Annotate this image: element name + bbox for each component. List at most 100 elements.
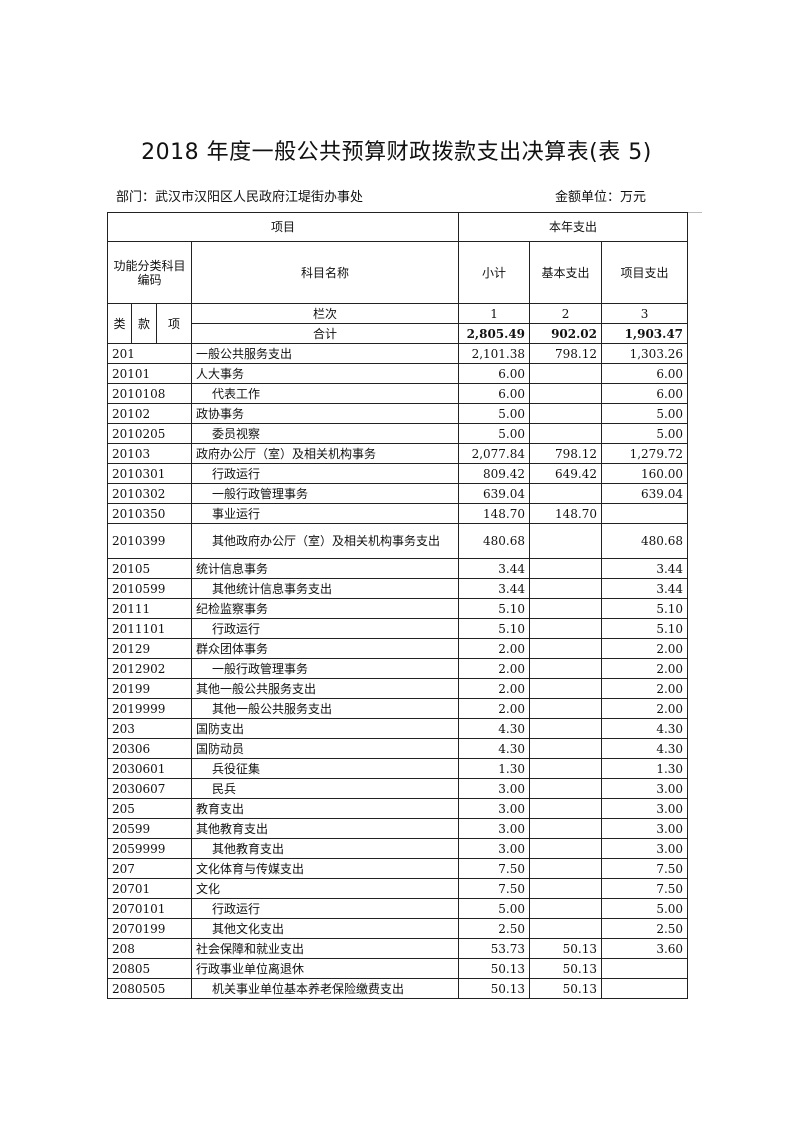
header-subject-name: 科目名称 [190, 241, 460, 304]
row-basic [529, 403, 603, 424]
row-project: 5.10 [601, 618, 689, 639]
row-basic [529, 578, 603, 599]
table-row: 20103 政府办公厅（室）及相关机构事务 2,077.84 798.12 1,279.… [107, 443, 689, 464]
row-project: 3.44 [601, 578, 689, 599]
row-code: 2012902 [107, 658, 192, 679]
row-basic [529, 618, 603, 639]
row-project: 639.04 [601, 483, 689, 504]
row-project: 6.00 [601, 363, 689, 384]
row-subtotal: 1.30 [458, 758, 531, 779]
row-subtotal: 50.13 [458, 958, 531, 979]
row-name: 一般公共服务支出 [190, 343, 460, 364]
expense-table: 项目 本年支出 功能分类科目编码 科目名称 小计 基本支出 项目支出 类 款 项… [106, 212, 689, 999]
row-basic [529, 778, 603, 799]
row-code: 207 [107, 858, 192, 879]
row-project: 3.00 [601, 838, 689, 859]
row-basic [529, 598, 603, 619]
row-code: 20105 [107, 558, 192, 579]
row-basic [529, 718, 603, 739]
row-basic: 798.12 [529, 343, 603, 364]
row-code: 2010108 [107, 383, 192, 404]
table-row: 2019999 其他一般公共服务支出 2.00 2.00 [107, 698, 689, 719]
row-basic: 798.12 [529, 443, 603, 464]
row-project: 2.00 [601, 698, 689, 719]
row-code: 2059999 [107, 838, 192, 859]
row-code: 203 [107, 718, 192, 739]
row-basic [529, 838, 603, 859]
row-basic: 649.42 [529, 463, 603, 484]
row-name: 民兵 [190, 778, 460, 799]
row-code: 205 [107, 798, 192, 819]
table-row: 2030607 民兵 3.00 3.00 [107, 778, 689, 799]
row-basic [529, 898, 603, 919]
row-subtotal: 2,101.38 [458, 343, 531, 364]
row-name: 统计信息事务 [190, 558, 460, 579]
row-name: 行政运行 [190, 618, 460, 639]
table-row: 20599 其他教育支出 3.00 3.00 [107, 818, 689, 839]
row-code: 2030601 [107, 758, 192, 779]
row-basic: 148.70 [529, 503, 603, 524]
row-name: 其他政府办公厅（室）及相关机构事务支出 [190, 523, 460, 559]
row-code: 2080505 [107, 978, 192, 999]
row-name: 政府办公厅（室）及相关机构事务 [190, 443, 460, 464]
row-basic [529, 738, 603, 759]
row-code: 2010302 [107, 483, 192, 504]
row-project: 3.44 [601, 558, 689, 579]
row-name: 教育支出 [190, 798, 460, 819]
row-name: 政协事务 [190, 403, 460, 424]
row-code: 2019999 [107, 698, 192, 719]
column-index-2: 2 [529, 303, 603, 324]
row-subtotal: 3.00 [458, 818, 531, 839]
row-basic: 50.13 [529, 938, 603, 959]
row-basic [529, 758, 603, 779]
row-project: 1,303.26 [601, 343, 689, 364]
row-subtotal: 5.00 [458, 898, 531, 919]
row-code: 20101 [107, 363, 192, 384]
row-basic [529, 523, 603, 559]
table-row: 2010599 其他统计信息事务支出 3.44 3.44 [107, 578, 689, 599]
row-project [601, 978, 689, 999]
row-subtotal: 3.44 [458, 558, 531, 579]
row-basic [529, 698, 603, 719]
row-code: 20103 [107, 443, 192, 464]
table-row: 20199 其他一般公共服务支出 2.00 2.00 [107, 678, 689, 699]
header-kuan: 款 [131, 303, 157, 344]
row-basic: 50.13 [529, 978, 603, 999]
row-project: 1.30 [601, 758, 689, 779]
row-subtotal: 3.00 [458, 798, 531, 819]
row-code: 20129 [107, 638, 192, 659]
row-subtotal: 5.10 [458, 598, 531, 619]
table-row: 2070101 行政运行 5.00 5.00 [107, 898, 689, 919]
row-project: 3.00 [601, 798, 689, 819]
column-index-1: 1 [458, 303, 531, 324]
row-project: 7.50 [601, 878, 689, 899]
table-row: 20306 国防动员 4.30 4.30 [107, 738, 689, 759]
row-code: 2030607 [107, 778, 192, 799]
row-name: 其他教育支出 [190, 838, 460, 859]
page-title: 2018 年度一般公共预算财政拨款支出决算表(表 5) [141, 140, 652, 165]
row-code: 2010350 [107, 503, 192, 524]
table-row: 20701 文化 7.50 7.50 [107, 878, 689, 899]
column-index-label: 栏次 [190, 303, 460, 324]
row-basic [529, 638, 603, 659]
row-project: 160.00 [601, 463, 689, 484]
row-code: 208 [107, 938, 192, 959]
row-subtotal: 5.00 [458, 423, 531, 444]
row-name: 文化 [190, 878, 460, 899]
table-row: 203 国防支出 4.30 4.30 [107, 718, 689, 739]
row-subtotal: 3.00 [458, 778, 531, 799]
row-name: 其他教育支出 [190, 818, 460, 839]
row-code: 2010399 [107, 523, 192, 559]
row-code: 20701 [107, 878, 192, 899]
row-project: 3.00 [601, 818, 689, 839]
table-row: 205 教育支出 3.00 3.00 [107, 798, 689, 819]
row-name: 行政运行 [190, 463, 460, 484]
row-basic [529, 363, 603, 384]
row-subtotal: 2.00 [458, 698, 531, 719]
row-subtotal: 4.30 [458, 718, 531, 739]
row-code: 2010301 [107, 463, 192, 484]
row-project: 4.30 [601, 718, 689, 739]
row-name: 机关事业单位基本养老保险缴费支出 [190, 978, 460, 999]
header-project: 项目 [106, 212, 460, 242]
total-label: 合计 [190, 323, 460, 344]
